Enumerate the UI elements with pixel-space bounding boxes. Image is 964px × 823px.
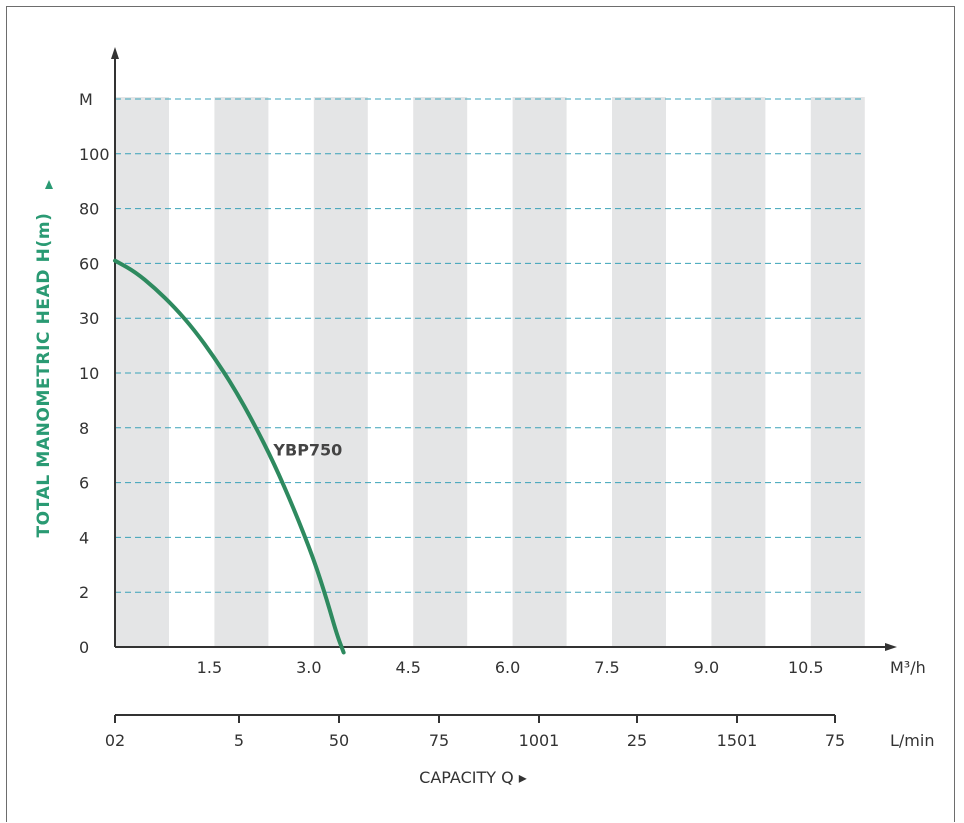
y-axis-title-arrow xyxy=(45,180,53,189)
x-axis-title: CAPACITY Q ▸ xyxy=(419,768,527,787)
secondary-tick-label: 25 xyxy=(627,731,647,750)
y-axis-arrow xyxy=(111,47,119,59)
x-axis-arrow xyxy=(885,643,897,651)
x-tick-label: 7.5 xyxy=(594,658,619,677)
x-unit-secondary: L/min xyxy=(890,731,934,750)
chart-frame: 0 2 4 6 8 10 30 60 80 100 M 1.5 3.0 4.5 6.0 7.5 9.0 10.5 M… xyxy=(6,6,955,822)
y-tick-label: 8 xyxy=(79,419,89,438)
x-tick-label: 3.0 xyxy=(296,658,321,677)
secondary-tick-label: 1501 xyxy=(717,731,758,750)
y-tick-label: 6 xyxy=(79,474,89,493)
grid-band-2 xyxy=(313,97,368,647)
secondary-tick-label: 75 xyxy=(429,731,449,750)
secondary-tick-label: 50 xyxy=(329,731,349,750)
y-tick-label: 30 xyxy=(79,309,99,328)
y-tick-label: 2 xyxy=(79,583,89,602)
x-tick-label: 10.5 xyxy=(788,658,824,677)
y-tick-label: 0 xyxy=(79,638,89,657)
x-tick-label: 4.5 xyxy=(395,658,420,677)
grid-band-7 xyxy=(810,97,865,647)
grid-band-5 xyxy=(612,97,666,647)
series-line-ybp750 xyxy=(113,258,346,655)
series-annotation: YBP750 xyxy=(272,441,342,460)
secondary-tick-label: 75 xyxy=(825,731,845,750)
x-tick-label: 1.5 xyxy=(197,658,222,677)
secondary-tick-label: 1001 xyxy=(519,731,560,750)
y-tick-label: 60 xyxy=(79,254,99,273)
grid-band-6 xyxy=(711,97,766,647)
x-unit-primary: M³/h xyxy=(890,658,926,677)
grid-band-4 xyxy=(512,97,567,647)
grid-band-3 xyxy=(413,97,468,647)
secondary-tick-label: 5 xyxy=(234,731,244,750)
y-tick-label: 80 xyxy=(79,200,99,219)
grid-band-0 xyxy=(115,97,169,647)
y-tick-label: 10 xyxy=(79,364,99,383)
secondary-tick-label: 02 xyxy=(105,731,125,750)
y-tick-label: 4 xyxy=(79,528,89,547)
y-tick-label: 100 xyxy=(79,145,110,164)
x-tick-label: 6.0 xyxy=(495,658,520,677)
y-axis-title: TOTAL MANOMETRIC HEAD H(m) xyxy=(34,212,54,537)
y-tick-label: M xyxy=(79,90,93,109)
x-tick-label: 9.0 xyxy=(694,658,719,677)
